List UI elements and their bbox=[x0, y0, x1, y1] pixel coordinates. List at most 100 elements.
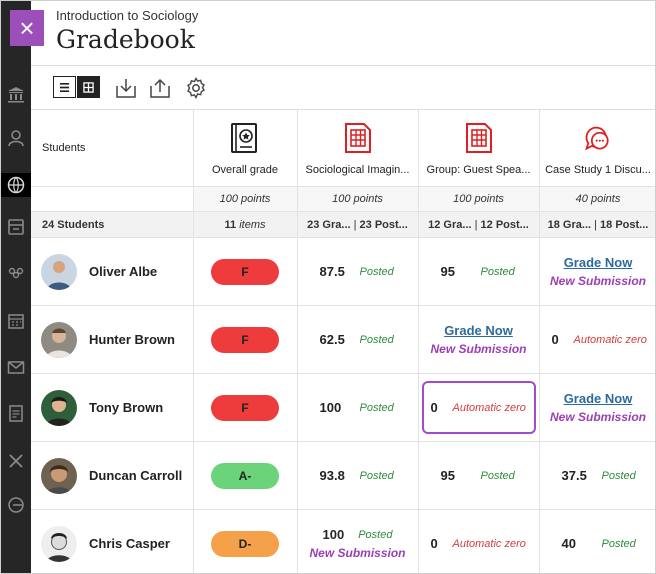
grade-value: 95 bbox=[440, 468, 455, 483]
grade-cell[interactable]: 95 Posted bbox=[418, 237, 540, 306]
separator: | bbox=[474, 218, 478, 231]
overall-grade-cell[interactable]: F bbox=[193, 237, 298, 306]
gradebook-grid: Students Overall grade Sociological Imag… bbox=[31, 110, 655, 573]
gear-icon bbox=[187, 77, 205, 99]
grade-cell[interactable]: 95 Posted bbox=[418, 441, 540, 510]
grade-value: 40 bbox=[561, 536, 576, 551]
header-row: Students Overall grade Sociological Imag… bbox=[31, 110, 655, 187]
points-row: 100 points 100 points 100 points 40 poin… bbox=[31, 186, 655, 212]
grade-value: 95 bbox=[440, 264, 455, 279]
student-name[interactable]: Duncan Carroll bbox=[89, 468, 183, 483]
posted-label: Posted bbox=[359, 469, 394, 482]
student-name[interactable]: Chris Casper bbox=[89, 536, 170, 551]
automatic-zero-label: Automatic zero bbox=[573, 333, 647, 346]
assignment-icon bbox=[344, 123, 371, 153]
posted-count: 18 Post... bbox=[600, 218, 649, 231]
student-name[interactable]: Hunter Brown bbox=[89, 332, 175, 347]
upload-icon bbox=[150, 78, 170, 98]
signout-icon[interactable] bbox=[6, 495, 26, 515]
grades-icon[interactable] bbox=[6, 403, 26, 423]
overall-grade-title: Overall grade bbox=[211, 164, 279, 176]
grade-now-link[interactable]: Grade Now bbox=[563, 391, 633, 406]
page-title: Gradebook bbox=[56, 25, 195, 54]
student-cell[interactable]: Tony Brown bbox=[31, 373, 194, 442]
discussion-icon bbox=[585, 126, 609, 151]
column-header-overall[interactable]: Overall grade bbox=[193, 110, 298, 187]
profile-icon[interactable] bbox=[6, 128, 26, 148]
grade-cell[interactable]: 93.8 Posted bbox=[297, 441, 419, 510]
student-cell[interactable]: Oliver Albe bbox=[31, 237, 194, 306]
points-value: 100 points bbox=[297, 186, 419, 212]
student-count: 24 Students bbox=[31, 211, 194, 238]
list-view-toggle[interactable] bbox=[53, 76, 76, 98]
overall-grade-cell[interactable]: F bbox=[193, 373, 298, 442]
grade-now-link[interactable]: Grade Now bbox=[563, 255, 633, 270]
grade-cell-focused[interactable]: 0 Automatic zero bbox=[418, 373, 540, 442]
student-cell[interactable]: Duncan Carroll bbox=[31, 441, 194, 510]
settings-button[interactable] bbox=[184, 76, 208, 100]
calendar-icon[interactable] bbox=[6, 311, 26, 331]
column-header-assignment-1[interactable]: Sociological Imagin... bbox=[297, 110, 419, 187]
people-icon[interactable] bbox=[6, 263, 26, 283]
points-value: 40 points bbox=[539, 186, 655, 212]
institution-icon[interactable] bbox=[6, 84, 26, 104]
assignment-1-title: Sociological Imagin... bbox=[305, 164, 410, 176]
student-cell[interactable]: Chris Casper bbox=[31, 509, 194, 573]
grade-cell[interactable]: 0 Automatic zero bbox=[539, 305, 655, 374]
grade-cell[interactable]: 100 Posted New Submission bbox=[297, 509, 419, 573]
grid-icon bbox=[83, 82, 94, 93]
grid-view-toggle[interactable] bbox=[77, 76, 100, 98]
grade-value: 100 bbox=[322, 527, 345, 542]
student-name[interactable]: Tony Brown bbox=[89, 400, 164, 415]
grade-cell[interactable]: 87.5 Posted bbox=[297, 237, 419, 306]
automatic-zero-label: Automatic zero bbox=[452, 401, 526, 414]
new-submission-label: New Submission bbox=[430, 342, 527, 356]
messages-icon[interactable] bbox=[6, 357, 26, 377]
grade-value: 37.5 bbox=[561, 468, 587, 483]
table-row: Chris Casper D- 100 Posted New Submission … bbox=[31, 509, 655, 573]
column-header-assignment-2[interactable]: Group: Guest Spea... bbox=[418, 110, 540, 187]
posted-label: Posted bbox=[480, 469, 515, 482]
column-header-discussion[interactable]: Case Study 1 Discu... bbox=[539, 110, 655, 187]
item-count-number: 11 bbox=[224, 218, 237, 231]
overall-grade-cell[interactable]: D- bbox=[193, 509, 298, 573]
student-cell[interactable]: Hunter Brown bbox=[31, 305, 194, 374]
overall-grade-cell[interactable]: A- bbox=[193, 441, 298, 510]
grade-pill: F bbox=[211, 394, 279, 421]
grade-cell[interactable]: Grade Now New Submission bbox=[539, 237, 655, 306]
grade-cell[interactable]: 0 Automatic zero bbox=[418, 509, 540, 573]
upload-button[interactable] bbox=[148, 76, 172, 100]
grade-cell[interactable]: 37.5 Posted bbox=[539, 441, 655, 510]
grade-now-link[interactable]: Grade Now bbox=[444, 323, 513, 338]
assignment-icon bbox=[465, 123, 492, 153]
avatar bbox=[41, 253, 77, 290]
overall-grade-cell[interactable]: F bbox=[193, 305, 298, 374]
grade-cell[interactable]: 40 Posted bbox=[539, 509, 655, 573]
list-icon bbox=[59, 83, 70, 92]
assignment-1-counts: 23 Gra... | 23 Post... bbox=[297, 211, 419, 238]
grade-pill: A- bbox=[211, 462, 279, 489]
grade-value: 93.8 bbox=[319, 468, 345, 483]
courses-icon[interactable] bbox=[1, 173, 31, 197]
close-button[interactable]: × bbox=[10, 10, 44, 46]
download-icon bbox=[116, 79, 136, 98]
download-button[interactable] bbox=[114, 76, 138, 100]
column-header-students[interactable]: Students bbox=[31, 110, 194, 187]
grade-cell[interactable]: Grade Now New Submission bbox=[539, 373, 655, 442]
grade-value: 87.5 bbox=[319, 264, 345, 279]
organizations-icon[interactable] bbox=[6, 217, 26, 237]
automatic-zero-label: Automatic zero bbox=[452, 537, 526, 550]
student-name[interactable]: Oliver Albe bbox=[89, 264, 158, 279]
grade-value: 62.5 bbox=[319, 332, 345, 347]
discussion-title: Case Study 1 Discu... bbox=[545, 164, 651, 176]
grade-cell[interactable]: 100 Posted bbox=[297, 373, 419, 442]
grade-cell[interactable]: Grade Now New Submission bbox=[418, 305, 540, 374]
assignment-2-title: Group: Guest Spea... bbox=[426, 164, 531, 176]
table-row: Oliver Albe F 87.5 Posted 95 Posted Grade … bbox=[31, 237, 655, 306]
tools-icon[interactable] bbox=[6, 451, 26, 471]
grade-value: 0 bbox=[551, 332, 559, 347]
graded-count: 23 Gra... bbox=[307, 218, 351, 231]
table-row: Duncan Carroll A- 93.8 Posted 95 Posted 37… bbox=[31, 441, 655, 510]
grade-pill: F bbox=[211, 326, 279, 353]
grade-cell[interactable]: 62.5 Posted bbox=[297, 305, 419, 374]
